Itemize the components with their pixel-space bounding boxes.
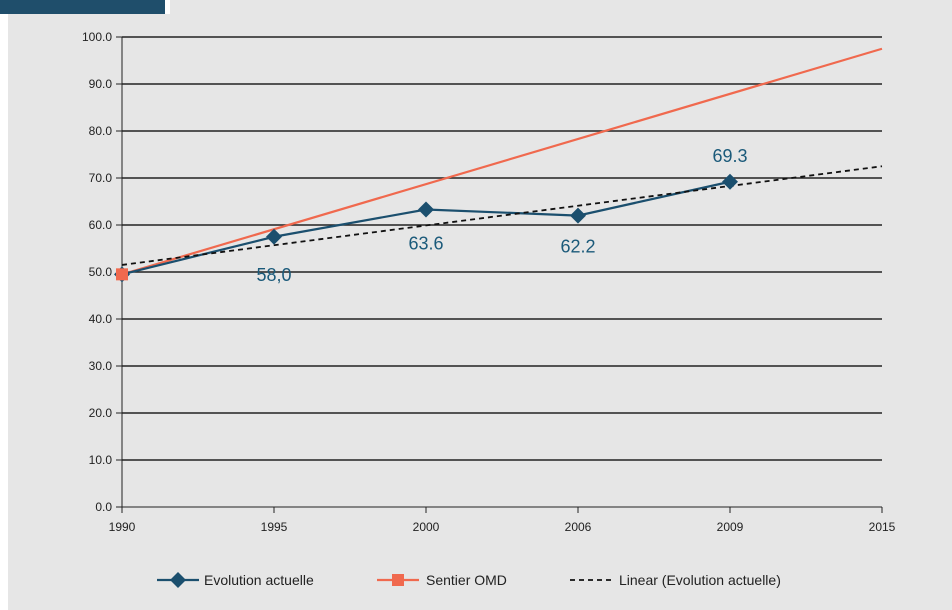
y-tick-label: 0.0	[95, 500, 112, 514]
y-tick-label: 90.0	[89, 77, 113, 91]
header-tab	[0, 0, 165, 14]
data-point-sentier-omd	[116, 268, 128, 281]
data-point-evolution-actuelle	[418, 201, 434, 218]
data-point-evolution-actuelle	[266, 228, 282, 245]
legend-label-evolution-actuelle: Evolution actuelle	[204, 572, 314, 588]
chart-panel	[8, 14, 952, 610]
data-point-evolution-actuelle	[570, 207, 586, 224]
series-line-evolution-actuelle	[121, 180, 731, 276]
y-tick-label: 50.0	[89, 265, 113, 279]
legend-label-sentier-omd: Sentier OMD	[426, 572, 507, 588]
y-tick-label: 20.0	[89, 406, 113, 420]
legend-label-linear-trend: Linear (Evolution actuelle)	[619, 572, 781, 588]
x-tick-label: 2009	[717, 520, 744, 534]
series-line-linear-trend	[121, 165, 883, 266]
series-line-sentier-omd	[121, 47, 883, 276]
y-tick-label: 40.0	[89, 312, 113, 326]
y-tick-label: 60.0	[89, 218, 113, 232]
legend-marker-sentier-omd	[392, 574, 404, 586]
header-rule	[170, 0, 952, 14]
data-label: 69.3	[712, 146, 747, 166]
y-tick-label: 70.0	[89, 171, 113, 185]
x-tick-label: 2000	[413, 520, 440, 534]
x-tick-label: 1990	[109, 520, 136, 534]
legend-marker-evolution-actuelle	[170, 572, 186, 588]
y-tick-label: 10.0	[89, 453, 113, 467]
x-tick-label: 2015	[869, 520, 896, 534]
data-label: 62.2	[560, 237, 595, 257]
y-tick-label: 100.0	[82, 30, 112, 44]
data-label: 63.6	[408, 233, 443, 253]
data-label: 58,0	[256, 265, 291, 285]
x-tick-label: 1995	[261, 520, 288, 534]
y-tick-label: 80.0	[89, 124, 113, 138]
data-point-evolution-actuelle	[722, 173, 738, 190]
x-tick-label: 2006	[565, 520, 592, 534]
y-tick-label: 30.0	[89, 359, 113, 373]
